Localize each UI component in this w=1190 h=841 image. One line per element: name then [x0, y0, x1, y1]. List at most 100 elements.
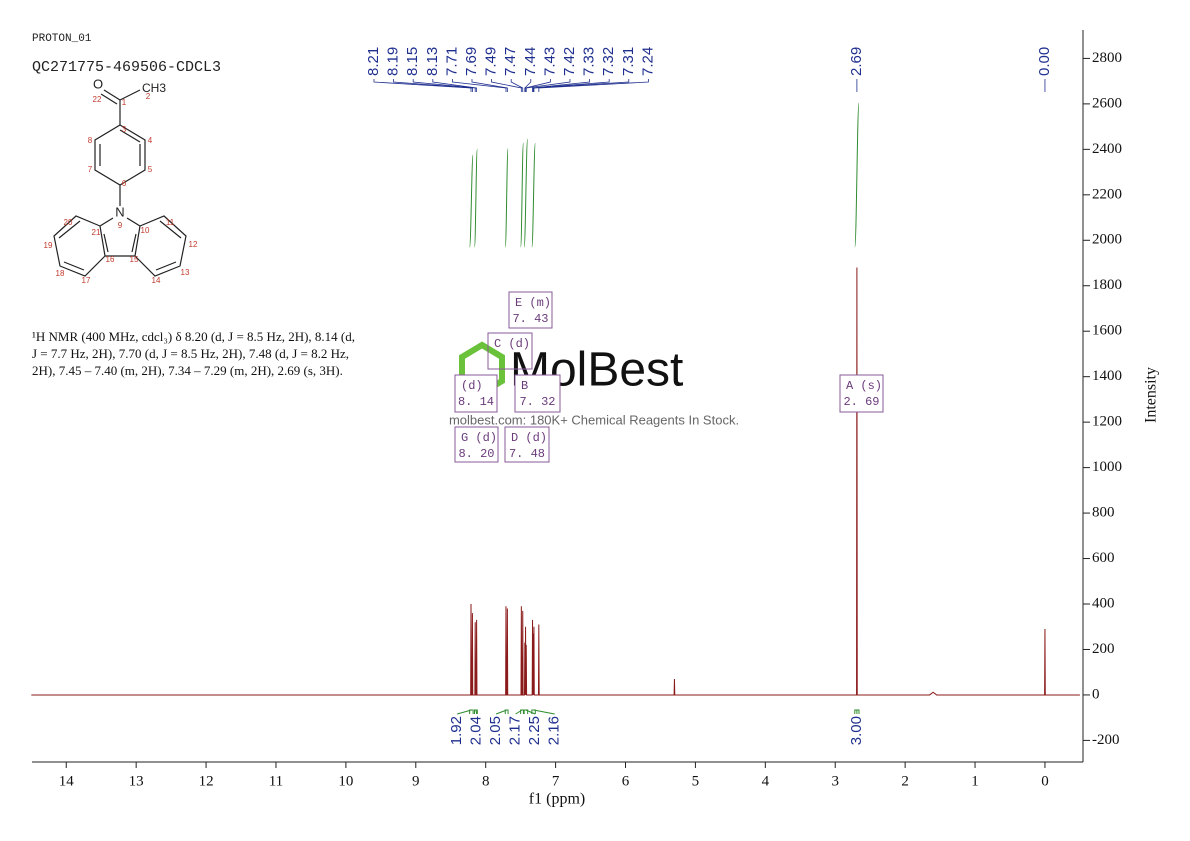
integral-label: 2.25 — [526, 716, 543, 745]
peak-connector — [524, 79, 532, 92]
integral-label: 2.16 — [546, 716, 563, 745]
integral-bracket — [523, 709, 536, 715]
atom-number: 10 — [141, 226, 150, 235]
x-tick-label: 9 — [412, 773, 420, 789]
peak-label: 2.69 — [848, 47, 865, 76]
multiplet-shift: 7. 48 — [509, 447, 545, 461]
x-tick-label: 8 — [482, 773, 490, 789]
atom-number: 22 — [93, 95, 102, 104]
y-tick-label: -200 — [1092, 732, 1120, 748]
integral-label: 2.05 — [487, 716, 504, 745]
y-tick-label: 1400 — [1092, 368, 1122, 384]
integral-curve — [469, 154, 474, 248]
atom-number: 1 — [122, 98, 127, 107]
integral-curve — [520, 142, 524, 248]
atom-number: 8 — [88, 136, 93, 145]
peak-label: 8.19 — [385, 47, 402, 76]
peak-connector — [393, 79, 473, 92]
watermark-tagline: molbest.com: 180K+ Chemical Reagents In … — [449, 412, 739, 427]
multiplet-box — [487, 332, 533, 370]
multiplet-box — [504, 426, 550, 463]
spectrum-line — [31, 267, 1080, 696]
peak-connector — [373, 79, 472, 92]
multiplet-name: (d) — [461, 379, 483, 393]
peak-label: 7.69 — [463, 47, 480, 76]
peak-connector — [538, 79, 649, 92]
y-tick-label: 2400 — [1092, 141, 1122, 157]
peak-connector — [525, 79, 571, 92]
x-tick-label: 11 — [269, 773, 283, 789]
peak-label: 8.13 — [424, 47, 441, 76]
peak-label: 7.43 — [541, 47, 558, 76]
multiplet-box — [839, 374, 884, 413]
integral-label: 2.04 — [468, 716, 485, 745]
atom-number: 11 — [166, 218, 175, 227]
x-tick-label: 6 — [622, 773, 630, 789]
atom-number: 20 — [64, 218, 73, 227]
peak-label: 0.00 — [1036, 47, 1053, 76]
molecule — [53, 89, 187, 277]
integral-curve — [531, 142, 536, 248]
x-tick-label: 10 — [338, 773, 353, 789]
integral-bracket — [515, 709, 524, 715]
multiplet-name: B — [521, 379, 528, 393]
x-tick-label: 0 — [1041, 773, 1049, 789]
x-tick-label: 4 — [762, 773, 770, 789]
y-tick-label: 2000 — [1092, 232, 1122, 248]
peak-label: 8.21 — [365, 47, 382, 76]
y-tick-label: 1200 — [1092, 414, 1122, 430]
y-tick-label: 400 — [1092, 595, 1115, 611]
atom-number: 5 — [148, 165, 153, 174]
peak-label: 7.24 — [639, 47, 656, 76]
atom-number: 17 — [82, 276, 91, 285]
multiplet-box — [454, 426, 499, 463]
integral-curve — [504, 148, 509, 248]
atom-number: 2 — [146, 92, 151, 101]
atom-label: N — [115, 204, 124, 219]
x-tick-label: 12 — [199, 773, 214, 789]
peak-connector — [432, 79, 478, 92]
peak-connector — [451, 79, 507, 92]
nmr-description: ¹H NMR (400 MHz, cdcl₃) δ 8.20 (d, J = 8… — [32, 329, 356, 378]
integral-bracket — [474, 709, 478, 715]
x-axis-label: f1 (ppm) — [529, 791, 585, 808]
peak-connector — [533, 79, 630, 92]
y-tick-label: 600 — [1092, 550, 1115, 566]
integral-bracket — [495, 709, 509, 715]
x-tick-label: 13 — [129, 773, 144, 789]
multiplet-name: D (d) — [511, 431, 547, 445]
y-tick-label: 2800 — [1092, 50, 1122, 66]
x-tick-label: 1 — [971, 773, 979, 789]
y-tick-label: 2200 — [1092, 186, 1122, 202]
peak-label: 7.32 — [600, 47, 617, 76]
x-tick-label: 7 — [552, 773, 560, 789]
multiplet-shift: 2. 69 — [843, 395, 879, 409]
multiplet-name: E (m) — [515, 296, 551, 310]
multiplet-name: G (d) — [461, 431, 497, 445]
peak-label: 7.71 — [443, 47, 460, 76]
multiplet-box — [514, 374, 561, 413]
atom-number: 13 — [181, 268, 190, 277]
atom-number: 14 — [152, 276, 161, 285]
peak-connector — [525, 79, 551, 92]
y-tick-label: 800 — [1092, 505, 1115, 521]
atom-number: 6 — [122, 179, 127, 188]
y-tick-label: 1800 — [1092, 277, 1122, 293]
atom-label: O — [93, 76, 103, 91]
atom-number: 3 — [122, 125, 127, 134]
integral-label: 2.17 — [507, 716, 524, 745]
atom-number: 19 — [44, 241, 53, 250]
atom-label: CH3 — [142, 81, 166, 95]
atom-number: 21 — [92, 228, 101, 237]
integral-bracket — [531, 709, 555, 715]
peak-connector — [532, 79, 590, 92]
multiplet-shift: 8. 20 — [458, 447, 494, 461]
atom-number: 4 — [148, 136, 153, 145]
atom-number: 12 — [189, 240, 198, 249]
atom-number: 16 — [106, 255, 115, 264]
x-tick-label: 3 — [831, 773, 839, 789]
y-tick-label: 1000 — [1092, 459, 1122, 475]
integral-bracket — [457, 709, 474, 715]
